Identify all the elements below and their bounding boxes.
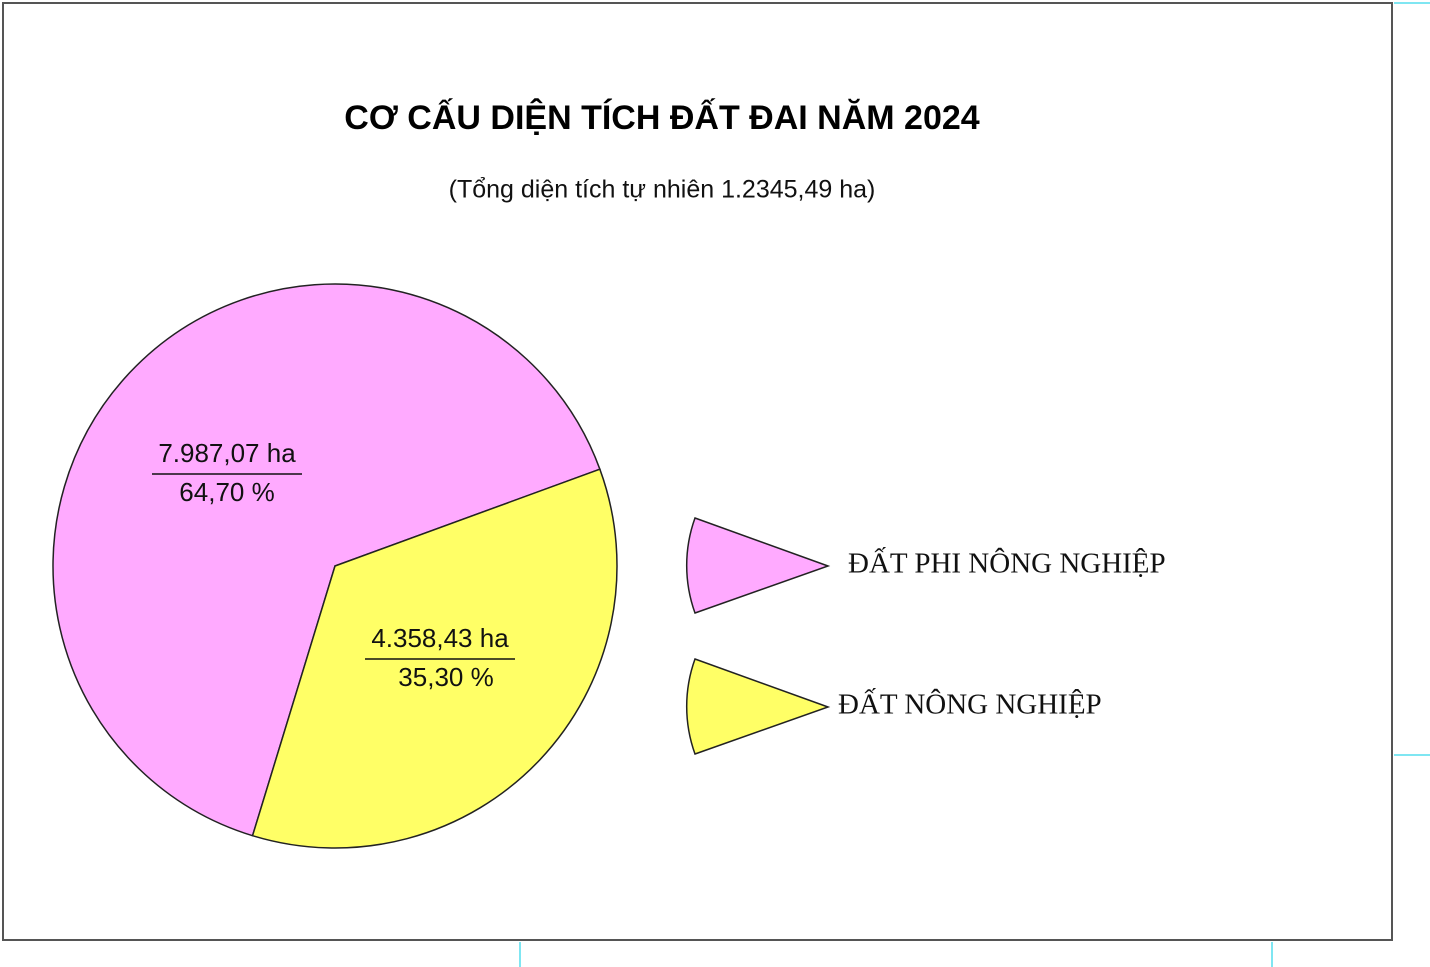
area-label: 7.987,07 ha: [158, 438, 296, 468]
legend-label: ĐẤT NÔNG NGHIỆP: [838, 687, 1102, 721]
value-label: 35,30 %: [398, 662, 493, 692]
legend-swatch: [685, 517, 831, 614]
pie-slice: [52, 283, 601, 837]
area-label: 4.358,43 ha: [371, 623, 509, 653]
legend-label: ĐẤT PHI NÔNG NGHIỆP: [848, 546, 1166, 580]
chart-subtitle: (Tổng diện tích tự nhiên 1.2345,49 ha): [449, 176, 876, 204]
value-label: 64,70 %: [179, 477, 274, 507]
chart-title: CƠ CẤU DIỆN TÍCH ĐẤT ĐAI NĂM 2024: [344, 99, 979, 137]
legend-swatch: [685, 658, 831, 755]
